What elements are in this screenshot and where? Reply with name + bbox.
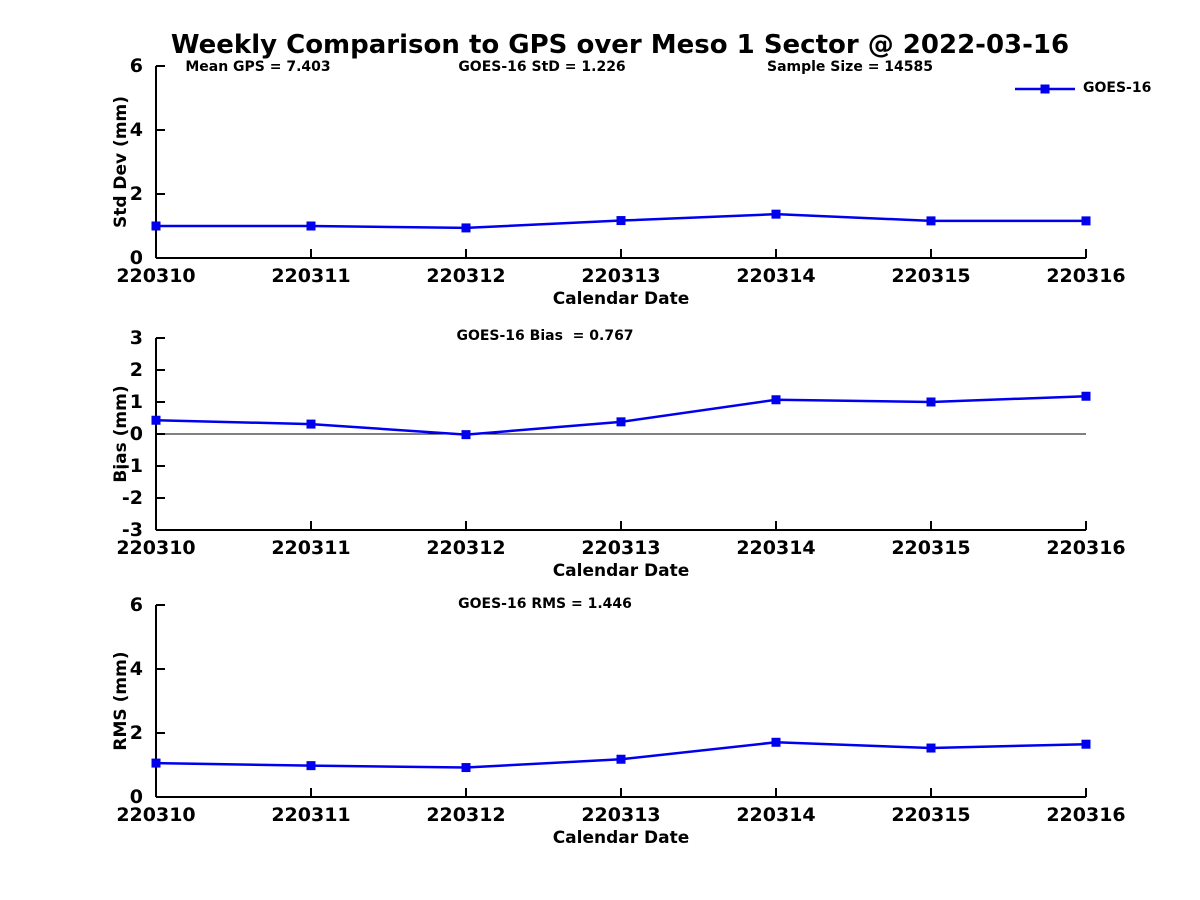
x-tick-label: 220313 bbox=[581, 804, 661, 826]
data-point-marker bbox=[1081, 216, 1091, 226]
y-tick-label: 2 bbox=[129, 183, 143, 205]
data-point-marker bbox=[461, 430, 471, 440]
y-tick-label: 4 bbox=[129, 658, 143, 680]
data-point-marker bbox=[926, 743, 936, 753]
x-tick-label: 220311 bbox=[271, 537, 351, 559]
x-tick-label: 220311 bbox=[271, 265, 351, 287]
data-point-marker bbox=[926, 397, 936, 407]
sample-size-annotation: Sample Size = 14585 bbox=[766, 59, 934, 75]
y-tick-label: 2 bbox=[129, 722, 143, 744]
legend-marker bbox=[1040, 84, 1050, 94]
data-point-marker bbox=[926, 216, 936, 226]
rms-subplot-title: GOES-16 RMS = 1.446 bbox=[458, 596, 632, 612]
data-point-marker bbox=[306, 761, 316, 771]
data-point-marker bbox=[151, 415, 161, 425]
y-tick-label: -2 bbox=[121, 487, 143, 509]
x-tick-label: 220314 bbox=[736, 804, 816, 826]
x-tick-label: 220316 bbox=[1046, 537, 1126, 559]
x-tick-label: 220315 bbox=[891, 804, 971, 826]
bias-subplot-title: GOES-16 Bias = 0.767 bbox=[456, 328, 634, 344]
x-tick-label: 220312 bbox=[426, 265, 506, 287]
x-tick-label: 220313 bbox=[581, 265, 661, 287]
mean-gps-annotation: Mean GPS = 7.403 bbox=[185, 59, 331, 75]
y-tick-label: 1 bbox=[129, 391, 143, 413]
x-tick-label: 220310 bbox=[116, 265, 196, 287]
y-tick-label: 6 bbox=[129, 55, 143, 77]
series-line bbox=[155, 394, 1087, 436]
calendar-date-axis-label: Calendar Date bbox=[552, 289, 690, 309]
data-point-marker bbox=[616, 216, 626, 226]
y-tick-label: 2 bbox=[129, 359, 143, 381]
data-point-marker bbox=[151, 758, 161, 768]
x-tick-label: 220315 bbox=[891, 265, 971, 287]
x-tick-label: 220315 bbox=[891, 537, 971, 559]
x-tick-label: 220310 bbox=[116, 804, 196, 826]
x-tick-label: 220312 bbox=[426, 537, 506, 559]
page-title: Weekly Comparison to GPS over Meso 1 Sec… bbox=[170, 30, 1070, 60]
data-point-marker bbox=[771, 209, 781, 219]
y-tick-label: -1 bbox=[121, 455, 143, 477]
y-tick-label: 3 bbox=[129, 327, 143, 349]
data-point-marker bbox=[1081, 739, 1091, 749]
data-point-marker bbox=[1081, 391, 1091, 401]
data-point-marker bbox=[461, 223, 471, 233]
x-tick-label: 220314 bbox=[736, 537, 816, 559]
x-tick-label: 220314 bbox=[736, 265, 816, 287]
y-tick-label: -3 bbox=[121, 519, 143, 541]
x-tick-label: 220310 bbox=[116, 537, 196, 559]
data-point-marker bbox=[306, 221, 316, 231]
y-tick-label: 0 bbox=[129, 247, 143, 269]
goes-std-annotation: GOES-16 StD = 1.226 bbox=[458, 59, 626, 75]
y-tick-label: 0 bbox=[129, 786, 143, 808]
calendar-date-axis-label: Calendar Date bbox=[552, 561, 690, 581]
data-point-marker bbox=[616, 754, 626, 764]
data-point-marker bbox=[306, 419, 316, 429]
y-tick-label: 6 bbox=[129, 594, 143, 616]
data-point-marker bbox=[616, 417, 626, 427]
calendar-date-axis-label: Calendar Date bbox=[552, 828, 690, 848]
x-tick-label: 220316 bbox=[1046, 265, 1126, 287]
data-point-marker bbox=[771, 395, 781, 405]
x-tick-label: 220313 bbox=[581, 537, 661, 559]
data-point-marker bbox=[151, 221, 161, 231]
y-tick-label: 4 bbox=[129, 119, 143, 141]
x-tick-label: 220316 bbox=[1046, 804, 1126, 826]
x-tick-label: 220312 bbox=[426, 804, 506, 826]
y-tick-label: 0 bbox=[129, 423, 143, 445]
x-tick-label: 220311 bbox=[271, 804, 351, 826]
data-point-marker bbox=[461, 763, 471, 773]
legend-label-goes16: GOES-16 bbox=[1083, 80, 1152, 96]
data-point-marker bbox=[771, 737, 781, 747]
